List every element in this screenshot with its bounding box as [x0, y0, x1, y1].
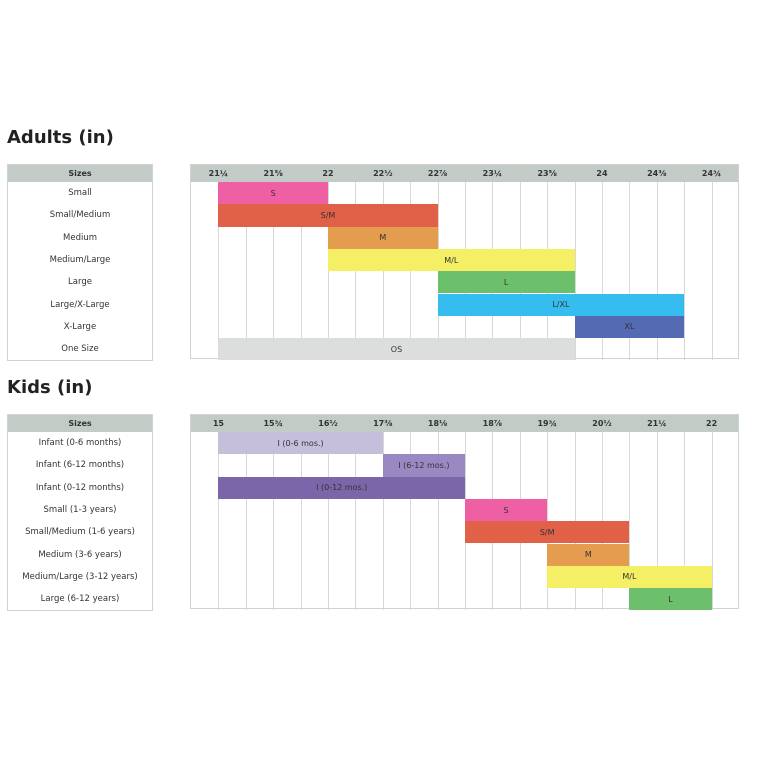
grid-line: [382, 432, 384, 611]
grid-line: [711, 182, 713, 361]
size-row-label: Small/Medium (1-6 years): [25, 527, 135, 538]
grid-line: [245, 432, 247, 611]
column-tick-label: 15: [212, 419, 224, 428]
column-tick-label: 23¼: [482, 169, 503, 178]
column-tick-label: 15¾: [263, 419, 283, 428]
grid-line: [300, 182, 302, 361]
size-bar: I (6-12 mos.): [382, 454, 465, 477]
grid-line: [355, 182, 357, 361]
grid-header: 21¼ 21⅝ 22 22½ 22⅞ 23¼ 23⅝ 24 24⅜ 24¾: [191, 165, 738, 182]
size-bar: M/L: [547, 565, 712, 589]
grid-line: [328, 182, 329, 361]
size-bar: L: [437, 271, 575, 294]
grid-line: [300, 432, 302, 611]
size-row-label: Large/X-Large: [50, 299, 110, 310]
grid-line: [602, 182, 603, 361]
size-bar: OS: [218, 338, 575, 361]
column-tick-label: 22½: [373, 169, 393, 178]
size-bar: I (0-6 mos.): [218, 432, 383, 455]
sizes-table: Sizes Infant (0-6 months) Infant (6-12 mo…: [7, 414, 153, 612]
sizes-header: Sizes: [8, 415, 152, 432]
sizes-rows: Infant (0-6 months) Infant (6-12 months) I…: [8, 432, 152, 610]
column-tick-label: 18⅛: [427, 419, 448, 428]
column-tick-label: 24¾: [701, 169, 722, 178]
size-row-label: Infant (0-12 months): [35, 482, 125, 493]
grid-line: [629, 432, 631, 611]
size-row-label: X-Large: [63, 321, 97, 332]
column-tick-label: 18⅞: [482, 419, 503, 428]
grid-line: [382, 182, 384, 361]
size-row-label: Medium: [63, 232, 97, 243]
grid-line: [218, 432, 220, 611]
column-tick-label: 21¼: [208, 169, 229, 178]
column-tick-label: 21⅝: [263, 169, 283, 178]
size-row-label: Infant (6-12 months): [35, 460, 125, 471]
sizes-rows: Small Small/Medium Medium Medium/Large Large…: [8, 182, 152, 360]
size-row-label: Large: [68, 277, 92, 288]
sizes-table: Sizes Small Small/Medium Medium Medium/Larg…: [7, 164, 153, 362]
column-tick-label: 21¼: [647, 419, 667, 428]
grid-line: [245, 182, 247, 361]
size-row-label: Medium (3-6 years): [38, 549, 122, 560]
size-bar: M: [547, 543, 630, 566]
size-grid: 21¼ 21⅝ 22 22½ 22⅞ 23¼ 23⅝ 24 24⅜ 24¾ S S/M M M/L L L/…: [190, 164, 739, 361]
size-row-label: Medium/Large: [49, 255, 111, 266]
grid-line: [273, 182, 275, 361]
column-tick-label: 16½: [318, 419, 338, 428]
section-title: Adults (in): [7, 127, 114, 148]
size-grid: 15 15¾ 16½ 17⅜ 18⅛ 18⅞ 19¾ 20½ 21¼ 22 I (0-6 mos.…: [190, 414, 739, 611]
size-row-label: Medium/Large (3-12 years): [22, 571, 138, 582]
size-row-label: Infant (0-6 months): [38, 438, 122, 449]
size-bar: S: [218, 182, 328, 205]
size-bar: S/M: [465, 521, 630, 544]
grid-line: [437, 432, 439, 611]
size-bar: M/L: [328, 248, 575, 272]
grid-line: [656, 182, 658, 361]
grid-header: 15 15¾ 16½ 17⅜ 18⅛ 18⅞ 19¾ 20½ 21¼ 22: [191, 415, 738, 432]
size-bar: I (0-12 mos.): [218, 476, 465, 499]
column-tick-label: 19¾: [537, 419, 557, 428]
size-bar: M: [328, 226, 438, 249]
size-bar: XL: [574, 315, 685, 339]
sizes-header: Sizes: [8, 165, 152, 182]
size-bar: L: [629, 588, 712, 611]
grid-line: [355, 432, 357, 611]
column-tick-label: 17⅜: [373, 419, 393, 428]
size-row-label: Small/Medium: [49, 210, 111, 221]
grid-line: [410, 182, 412, 361]
grid-line: [629, 182, 631, 361]
grid-line: [684, 432, 686, 611]
size-row-label: Small (1-3 years): [43, 505, 117, 516]
column-tick-label: 20½: [592, 419, 612, 428]
column-tick-label: 22⅞: [427, 169, 448, 178]
section-title: Kids (in): [7, 377, 93, 398]
grid-line: [273, 432, 275, 611]
grid-line: [656, 432, 658, 611]
grid-line: [218, 182, 220, 361]
size-bar: S/M: [218, 204, 438, 227]
grid-line: [711, 432, 713, 611]
column-tick-label: 23⅝: [537, 169, 557, 178]
column-tick-label: 22: [706, 419, 718, 428]
size-bar: L/XL: [437, 293, 685, 316]
grid-line: [574, 182, 576, 361]
column-tick-label: 24: [596, 169, 608, 178]
size-row-label: One Size: [61, 344, 99, 355]
grid-line: [328, 432, 329, 611]
column-tick-label: 24⅜: [647, 169, 667, 178]
size-row-label: Large (6-12 years): [40, 594, 120, 605]
grid-line: [684, 182, 686, 361]
size-bar: S: [465, 498, 548, 522]
column-tick-label: 22: [322, 169, 334, 178]
grid-line: [410, 432, 412, 611]
size-row-label: Small: [68, 188, 92, 199]
